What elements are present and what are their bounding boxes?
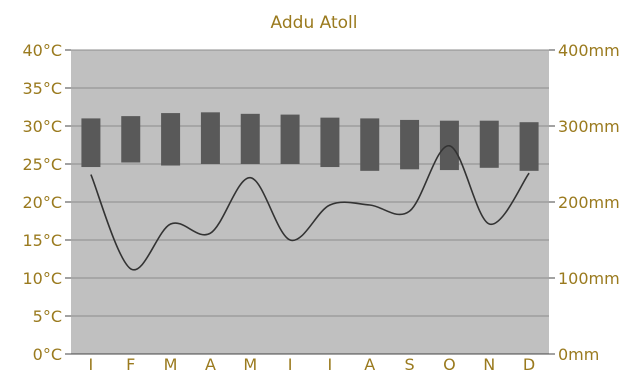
month-label: J xyxy=(287,355,293,370)
month-label: A xyxy=(364,355,375,370)
precipitation-line xyxy=(90,145,530,271)
month-label: F xyxy=(126,355,135,370)
left-tick-label: 40°C xyxy=(22,41,62,60)
chart-title: Addu Atoll xyxy=(271,13,358,33)
temperature-bar xyxy=(519,122,539,171)
temperature-bar xyxy=(360,118,380,171)
month-label: J xyxy=(88,355,94,370)
month-label: O xyxy=(443,355,456,370)
right-tick-label: 0mm xyxy=(558,345,599,364)
right-tick-label: 200mm xyxy=(558,193,620,212)
left-tick-label: 20°C xyxy=(22,193,62,212)
month-label: S xyxy=(405,355,415,370)
left-tick-label: 30°C xyxy=(22,117,62,136)
temperature-bar xyxy=(479,120,499,168)
left-tick-label: 35°C xyxy=(22,79,62,98)
month-label: M xyxy=(164,355,178,370)
right-tick-label: 100mm xyxy=(558,269,620,288)
temperature-bar xyxy=(320,117,340,168)
temperature-bar xyxy=(200,112,220,164)
month-label: D xyxy=(523,355,535,370)
left-tick-label: 0°C xyxy=(33,345,62,364)
month-label: N xyxy=(483,355,495,370)
temperature-bar xyxy=(121,116,141,163)
temperature-bar xyxy=(240,113,260,164)
month-label: A xyxy=(205,355,216,370)
temperature-bar xyxy=(280,114,300,164)
temperature-bar xyxy=(161,113,181,166)
month-label: M xyxy=(243,355,257,370)
month-label: J xyxy=(327,355,333,370)
right-tick-label: 300mm xyxy=(558,117,620,136)
temperature-bar xyxy=(400,119,420,170)
left-tick-label: 10°C xyxy=(22,269,62,288)
left-tick-label: 15°C xyxy=(22,231,62,250)
left-tick-label: 25°C xyxy=(22,155,62,174)
left-tick-label: 5°C xyxy=(33,307,62,326)
left-axis-ticks: 0°C 5°C 10°C 15°C 20°C 25°C 30°C 35°C 40°C xyxy=(22,41,71,364)
right-tick-label: 400mm xyxy=(558,41,620,60)
temperature-bar xyxy=(81,118,101,168)
right-axis-ticks: 0mm 100mm 200mm 300mm 400mm xyxy=(549,41,620,364)
temperature-bars xyxy=(81,112,539,171)
